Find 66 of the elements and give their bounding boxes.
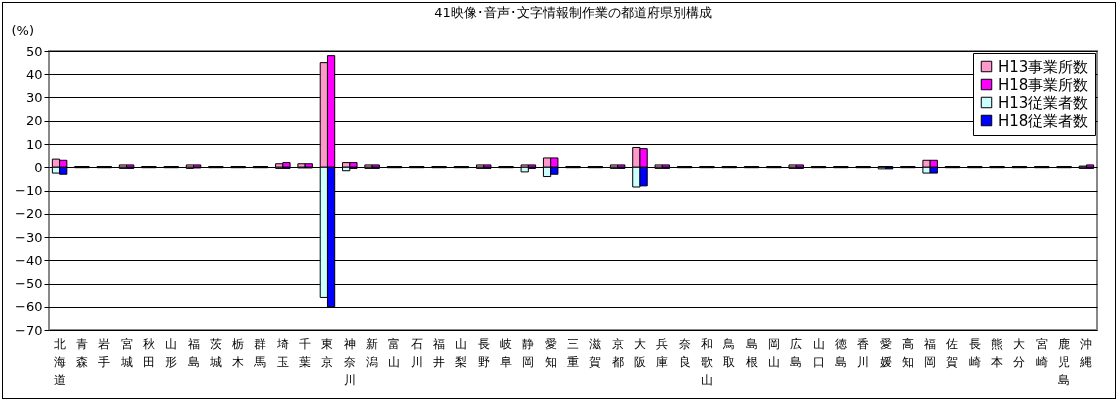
x-tick-label: 愛媛 xyxy=(879,336,892,369)
x-tick-label: 徳島 xyxy=(834,336,847,369)
x-tick-label: 広島 xyxy=(790,336,803,369)
x-tick-label: 沖縄 xyxy=(1079,336,1093,369)
x-tick-label: 兵庫 xyxy=(656,336,669,369)
legend-label: H13事業所数 xyxy=(998,57,1089,76)
y-tick-label: 30 xyxy=(25,90,43,105)
x-tick-label: 新潟 xyxy=(366,336,379,369)
x-tick-label: 山梨 xyxy=(455,336,468,369)
legend-label: H18事業所数 xyxy=(998,75,1089,94)
x-tick-label: 北海道 xyxy=(53,336,66,387)
x-tick-label: 大阪 xyxy=(633,336,646,369)
x-tick-label: 静岡 xyxy=(522,336,535,369)
y-tick-label: −70 xyxy=(15,322,43,338)
x-tick-label: 愛知 xyxy=(544,336,557,369)
x-tick-label: 滋賀 xyxy=(589,336,602,369)
x-tick-label: 福島 xyxy=(187,336,200,369)
x-tick-label: 三重 xyxy=(567,336,579,369)
x-tick-label: 奈良 xyxy=(678,336,691,369)
x-tick-label: 長崎 xyxy=(968,336,981,369)
x-tick-label: 千葉 xyxy=(299,336,312,369)
x-tick-label: 群馬 xyxy=(253,336,267,369)
x-tick-label: 山口 xyxy=(812,336,825,369)
x-tick-label: 福井 xyxy=(433,336,446,369)
x-tick-label: 石川 xyxy=(410,336,423,369)
x-tick-label: 福岡 xyxy=(924,336,937,369)
x-tick-label: 鳥取 xyxy=(722,336,736,369)
legend-label: H13従業者数 xyxy=(998,93,1089,112)
x-tick-label: 宮崎 xyxy=(1035,336,1048,369)
x-tick-label: 佐賀 xyxy=(946,336,959,369)
y-tick-label: −10 xyxy=(15,183,43,198)
x-tick-label: 秋田 xyxy=(142,336,155,369)
y-tick-label: −40 xyxy=(15,252,43,268)
x-tick-label: 高知 xyxy=(901,336,914,369)
x-tick-label: 島根 xyxy=(745,336,758,369)
x-tick-label: 宮城 xyxy=(119,336,133,369)
x-tick-label: 栃木 xyxy=(232,336,245,369)
y-tick-label: 10 xyxy=(25,136,43,152)
x-tick-label: 和歌山 xyxy=(700,336,713,387)
chart-title: 41映像･音声･文字情報制作業の都道府県別構成 xyxy=(434,5,712,20)
x-tick-label: 熊本 xyxy=(991,336,1004,369)
x-tick-label: 茨城 xyxy=(208,336,222,369)
x-tick-label: 岡山 xyxy=(767,336,780,369)
y-tick-label: −20 xyxy=(15,206,43,222)
y-tick-label: 50 xyxy=(25,43,43,59)
y-tick-label: 0 xyxy=(34,159,43,175)
x-tick-label: 青森 xyxy=(75,336,88,369)
x-tick-label: 岩手 xyxy=(98,336,111,369)
x-tick-label: 香川 xyxy=(857,336,870,369)
legend-label: H18従業者数 xyxy=(998,111,1089,130)
x-tick-label: 富山 xyxy=(388,336,401,369)
x-tick-label: 岐阜 xyxy=(500,336,513,369)
y-tick-label: −30 xyxy=(15,229,43,245)
y-axis-title: (%) xyxy=(11,22,34,38)
x-tick-label: 鹿児島 xyxy=(1058,336,1071,387)
y-tick-label: −60 xyxy=(15,299,43,315)
x-tick-label: 大分 xyxy=(1013,336,1026,369)
x-tick-label: 京都 xyxy=(611,336,624,369)
y-tick-label: 20 xyxy=(25,113,43,129)
x-tick-label: 神奈川 xyxy=(343,336,356,387)
y-tick-label: −50 xyxy=(15,276,43,291)
x-tick-label: 山形 xyxy=(165,336,178,369)
x-tick-label: 埼玉 xyxy=(275,336,289,369)
x-tick-label: 東京 xyxy=(321,336,334,369)
y-tick-label: 40 xyxy=(25,66,43,82)
x-tick-label: 長野 xyxy=(477,336,490,369)
